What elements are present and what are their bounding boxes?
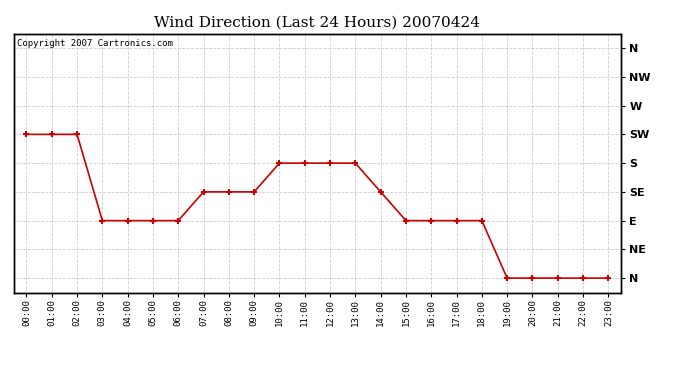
Title: Wind Direction (Last 24 Hours) 20070424: Wind Direction (Last 24 Hours) 20070424 bbox=[155, 16, 480, 30]
Text: Copyright 2007 Cartronics.com: Copyright 2007 Cartronics.com bbox=[17, 39, 172, 48]
